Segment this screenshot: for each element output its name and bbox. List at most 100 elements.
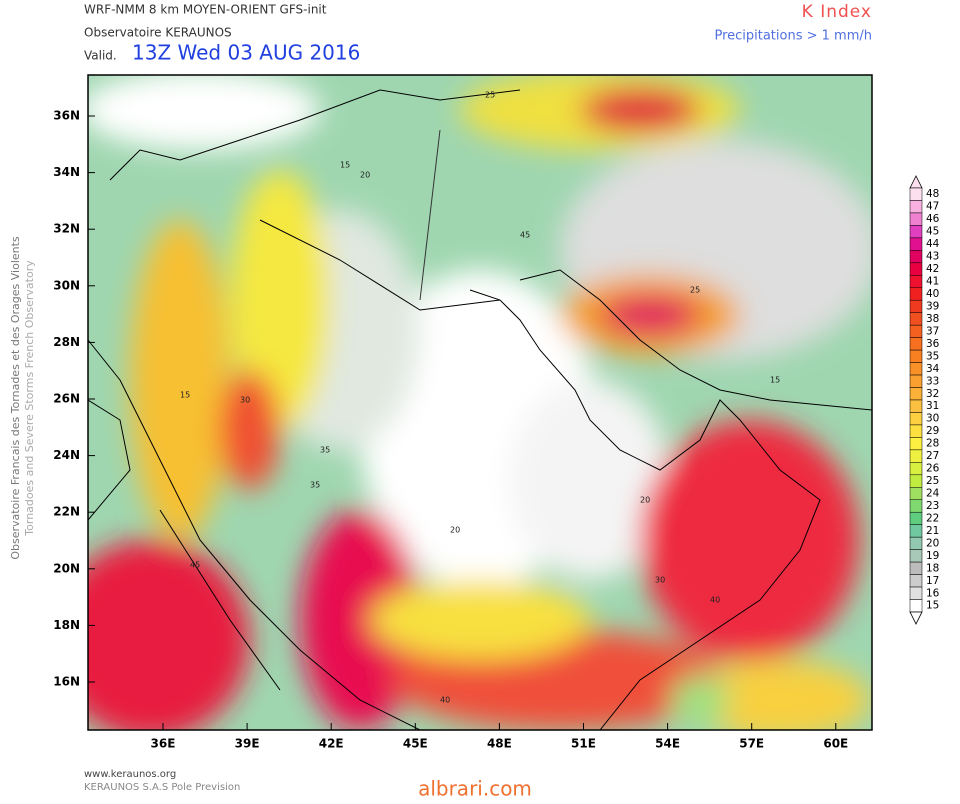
colorbar-cell	[909, 524, 923, 538]
contour-label: 15	[180, 391, 190, 400]
colorbar-label: 20	[926, 537, 939, 549]
contour-label: 30	[655, 576, 665, 585]
valid-time: 13Z Wed 03 AUG 2016	[132, 41, 360, 65]
footer-url: www.keraunos.org	[84, 769, 176, 780]
colorbar-cell	[909, 574, 923, 588]
precip-note: Precipitations > 1 mm/h	[714, 29, 872, 44]
colorbar-cell	[909, 424, 923, 438]
colorbar-label: 15	[926, 600, 939, 612]
colorbar-label: 47	[926, 201, 939, 213]
valid-label: Valid.	[84, 49, 117, 63]
colorbar-label: 48	[926, 188, 939, 200]
colorbar-label: 36	[926, 338, 940, 350]
colorbar-cell	[909, 337, 923, 351]
colorbar-label: 34	[926, 363, 940, 375]
map	[88, 75, 872, 730]
colorbar-cell	[909, 299, 923, 313]
colorbar-label: 28	[926, 438, 939, 450]
colorbar-cell	[909, 212, 923, 226]
lon-label: 39E	[235, 737, 260, 751]
colorbar-label: 33	[926, 375, 939, 387]
colorbar-cell	[909, 362, 923, 376]
colorbar-label: 24	[926, 488, 940, 500]
observatory: Observatoire KERAUNOS	[84, 26, 232, 40]
lon-label: 48E	[487, 737, 512, 751]
colorbar-label: 41	[926, 276, 939, 288]
lon-label: 42E	[319, 737, 344, 751]
colorbar-label: 17	[926, 575, 939, 587]
lat-label: 26N	[53, 392, 80, 406]
colorbar-label: 30	[926, 413, 939, 425]
lat-label: 34N	[53, 165, 80, 179]
colorbar-label: 39	[926, 300, 939, 312]
colorbar-cell	[909, 437, 923, 451]
side-text: Tornadoes and Severe Storms French Obser…	[23, 260, 36, 537]
colorbar-cell	[909, 287, 923, 301]
contour-label: 15	[770, 376, 780, 385]
colorbar-cell	[909, 462, 923, 476]
colorbar-label: 31	[926, 400, 939, 412]
lon-label: 57E	[739, 737, 764, 751]
side-text: Observatoire Francais des Tornades et de…	[9, 236, 22, 560]
lat-label: 32N	[53, 222, 80, 236]
colorbar-label: 32	[926, 388, 939, 400]
contour-label: 25	[690, 286, 700, 295]
colorbar-label: 35	[926, 350, 939, 362]
colorbar-label: 46	[926, 213, 940, 225]
lon-label: 51E	[571, 737, 596, 751]
footer-company: KERAUNOS S.A.S Pole Prevision	[84, 782, 240, 793]
colorbar-label: 42	[926, 263, 939, 275]
colorbar-label: 37	[926, 325, 939, 337]
colorbar: 4847464544434241403938373635343332313029…	[909, 175, 940, 625]
lat-label: 22N	[53, 505, 80, 519]
lat-label: 28N	[53, 335, 80, 349]
colorbar-cell	[909, 312, 923, 326]
colorbar-arrow	[909, 611, 923, 625]
contour-label: 40	[710, 596, 720, 605]
contour-label: 35	[320, 446, 330, 455]
colorbar-cell	[909, 399, 923, 413]
colorbar-label: 19	[926, 550, 939, 562]
colorbar-label: 16	[926, 587, 940, 599]
colorbar-cell	[909, 225, 923, 239]
contour-label: 40	[440, 696, 450, 705]
colorbar-cell	[909, 586, 923, 600]
lat-label: 24N	[53, 448, 80, 462]
colorbar-cell	[909, 599, 923, 613]
colorbar-cell	[909, 275, 923, 289]
colorbar-label: 22	[926, 512, 939, 524]
contour-label: 25	[485, 91, 495, 100]
model-title: WRF-NMM 8 km MOYEN-ORIENT GFS-init	[84, 3, 327, 17]
colorbar-label: 40	[926, 288, 939, 300]
lat-label: 30N	[53, 278, 80, 292]
colorbar-cell	[909, 237, 923, 251]
colorbar-cell	[909, 200, 923, 214]
colorbar-cell	[909, 561, 923, 575]
lat-label: 18N	[53, 618, 80, 632]
colorbar-label: 18	[926, 562, 939, 574]
colorbar-cell	[909, 324, 923, 338]
map-frame	[87, 74, 873, 731]
colorbar-cell	[909, 499, 923, 513]
colorbar-cell	[909, 536, 923, 550]
contour-label: 35	[310, 481, 320, 490]
lat-label: 16N	[53, 675, 80, 689]
colorbar-cell	[909, 349, 923, 363]
colorbar-cell	[909, 511, 923, 525]
colorbar-label: 25	[926, 475, 939, 487]
colorbar-cell	[909, 262, 923, 276]
colorbar-label: 23	[926, 500, 939, 512]
contour-label: 20	[640, 496, 650, 505]
colorbar-cell	[909, 374, 923, 388]
contour-label: 30	[240, 396, 250, 405]
lat-label: 36N	[53, 109, 80, 123]
contour-label: 15	[340, 161, 350, 170]
colorbar-label: 27	[926, 450, 939, 462]
contour-label: 45	[520, 231, 530, 240]
lon-label: 45E	[403, 737, 428, 751]
colorbar-label: 44	[926, 238, 940, 250]
contour-label: 20	[450, 526, 460, 535]
lon-label: 54E	[655, 737, 680, 751]
watermark: albrari.com	[418, 777, 532, 801]
